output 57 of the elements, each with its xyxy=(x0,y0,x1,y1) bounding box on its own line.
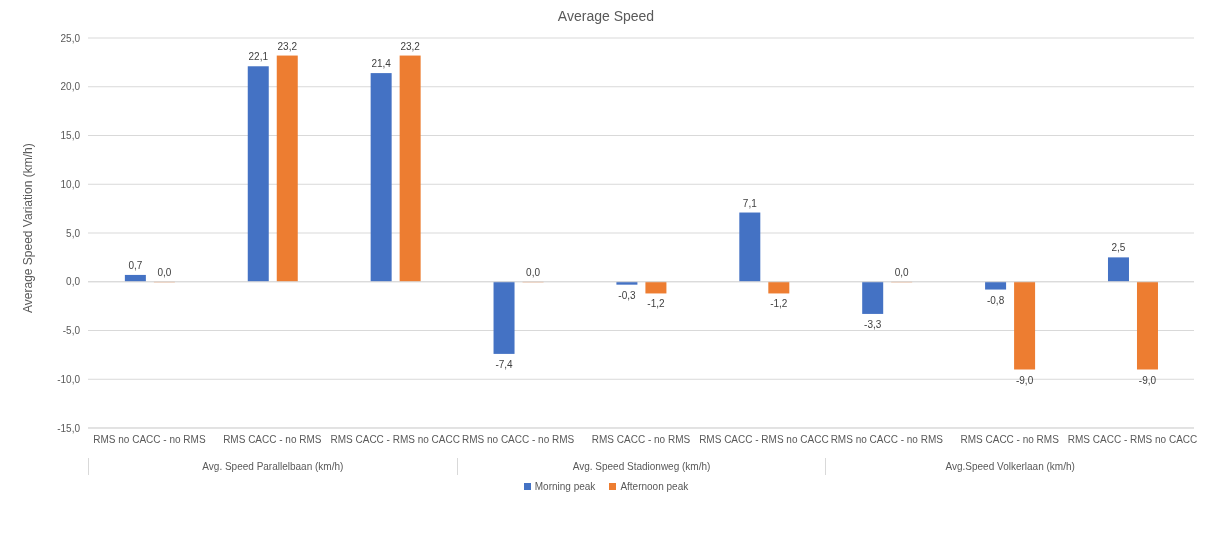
x-tick-label: RMS no CACC - no RMS xyxy=(830,434,944,446)
y-tick-label: 10,0 xyxy=(60,178,81,190)
bar xyxy=(493,281,515,354)
data-label: 0,0 xyxy=(157,266,172,278)
bar xyxy=(370,73,392,282)
x-tick-label: RMS no CACC - no RMS xyxy=(93,434,206,446)
bar xyxy=(1014,281,1036,370)
data-label: 21,4 xyxy=(371,58,392,70)
data-label: 23,2 xyxy=(400,40,421,52)
x-tick-label: RMS CACC - RMS no CACC xyxy=(1067,434,1198,446)
data-label: -1,2 xyxy=(647,298,665,310)
y-tick-label: 5,0 xyxy=(66,227,81,239)
data-label: 0,0 xyxy=(526,266,541,278)
y-tick-label: 25,0 xyxy=(60,32,81,44)
y-tick-label: 20,0 xyxy=(60,81,81,93)
legend-label: Afternoon peak xyxy=(619,481,689,492)
data-label: -1,2 xyxy=(770,298,788,310)
text: Avg. Speed Parallelbaan (km/h) xyxy=(88,458,457,475)
x-tick-label: RMS CACC - no RMS xyxy=(591,434,691,446)
text: Avg. Speed Stadionweg (km/h) xyxy=(456,458,826,475)
bar xyxy=(862,281,884,314)
y-axis-title: Average Speed Variation (km/h) xyxy=(21,143,36,313)
bar xyxy=(399,55,421,282)
bar xyxy=(616,281,638,285)
bar xyxy=(276,55,298,282)
bar xyxy=(985,281,1007,290)
y-tick-label: -15,0 xyxy=(57,422,81,434)
x-tick-label: RMS no CACC - no RMS xyxy=(461,434,575,446)
x-tick-label: RMS CACC - no RMS xyxy=(960,434,1060,446)
data-label: -9,0 xyxy=(1138,374,1157,386)
y-tick-label: -10,0 xyxy=(57,373,81,385)
data-label: 22,1 xyxy=(248,51,269,63)
data-label: -9,0 xyxy=(1015,374,1034,386)
x-tick-label: RMS CACC - RMS no CACC xyxy=(330,434,460,446)
legend-label: Morning peak xyxy=(533,481,596,492)
bar xyxy=(1136,281,1158,370)
bar xyxy=(768,281,790,294)
y-tick-label: 15,0 xyxy=(60,130,81,142)
data-label: 0,0 xyxy=(894,266,910,278)
data-label: -0,8 xyxy=(986,294,1005,306)
bar xyxy=(1107,257,1129,282)
y-tick-label: -5,0 xyxy=(62,325,81,337)
text: Avg.Speed Volkerlaan (km/h) xyxy=(825,458,1195,475)
data-label: -3,3 xyxy=(864,318,882,330)
bar xyxy=(645,281,667,294)
data-label: 7,1 xyxy=(742,197,758,209)
x-tick-label: RMS CACC - RMS no CACC xyxy=(699,434,829,446)
data-label: 23,2 xyxy=(277,40,298,52)
bar xyxy=(247,66,269,282)
x-tick-label: RMS CACC - no RMS xyxy=(223,434,322,446)
data-label: -0,3 xyxy=(618,289,636,301)
data-label: 2,5 xyxy=(1111,242,1126,254)
y-tick-label: 0,0 xyxy=(66,276,81,288)
chart-title: Average Speed xyxy=(556,8,656,24)
bar xyxy=(739,212,761,282)
data-label: -7,4 xyxy=(495,358,514,370)
data-label: 0,7 xyxy=(128,259,143,271)
